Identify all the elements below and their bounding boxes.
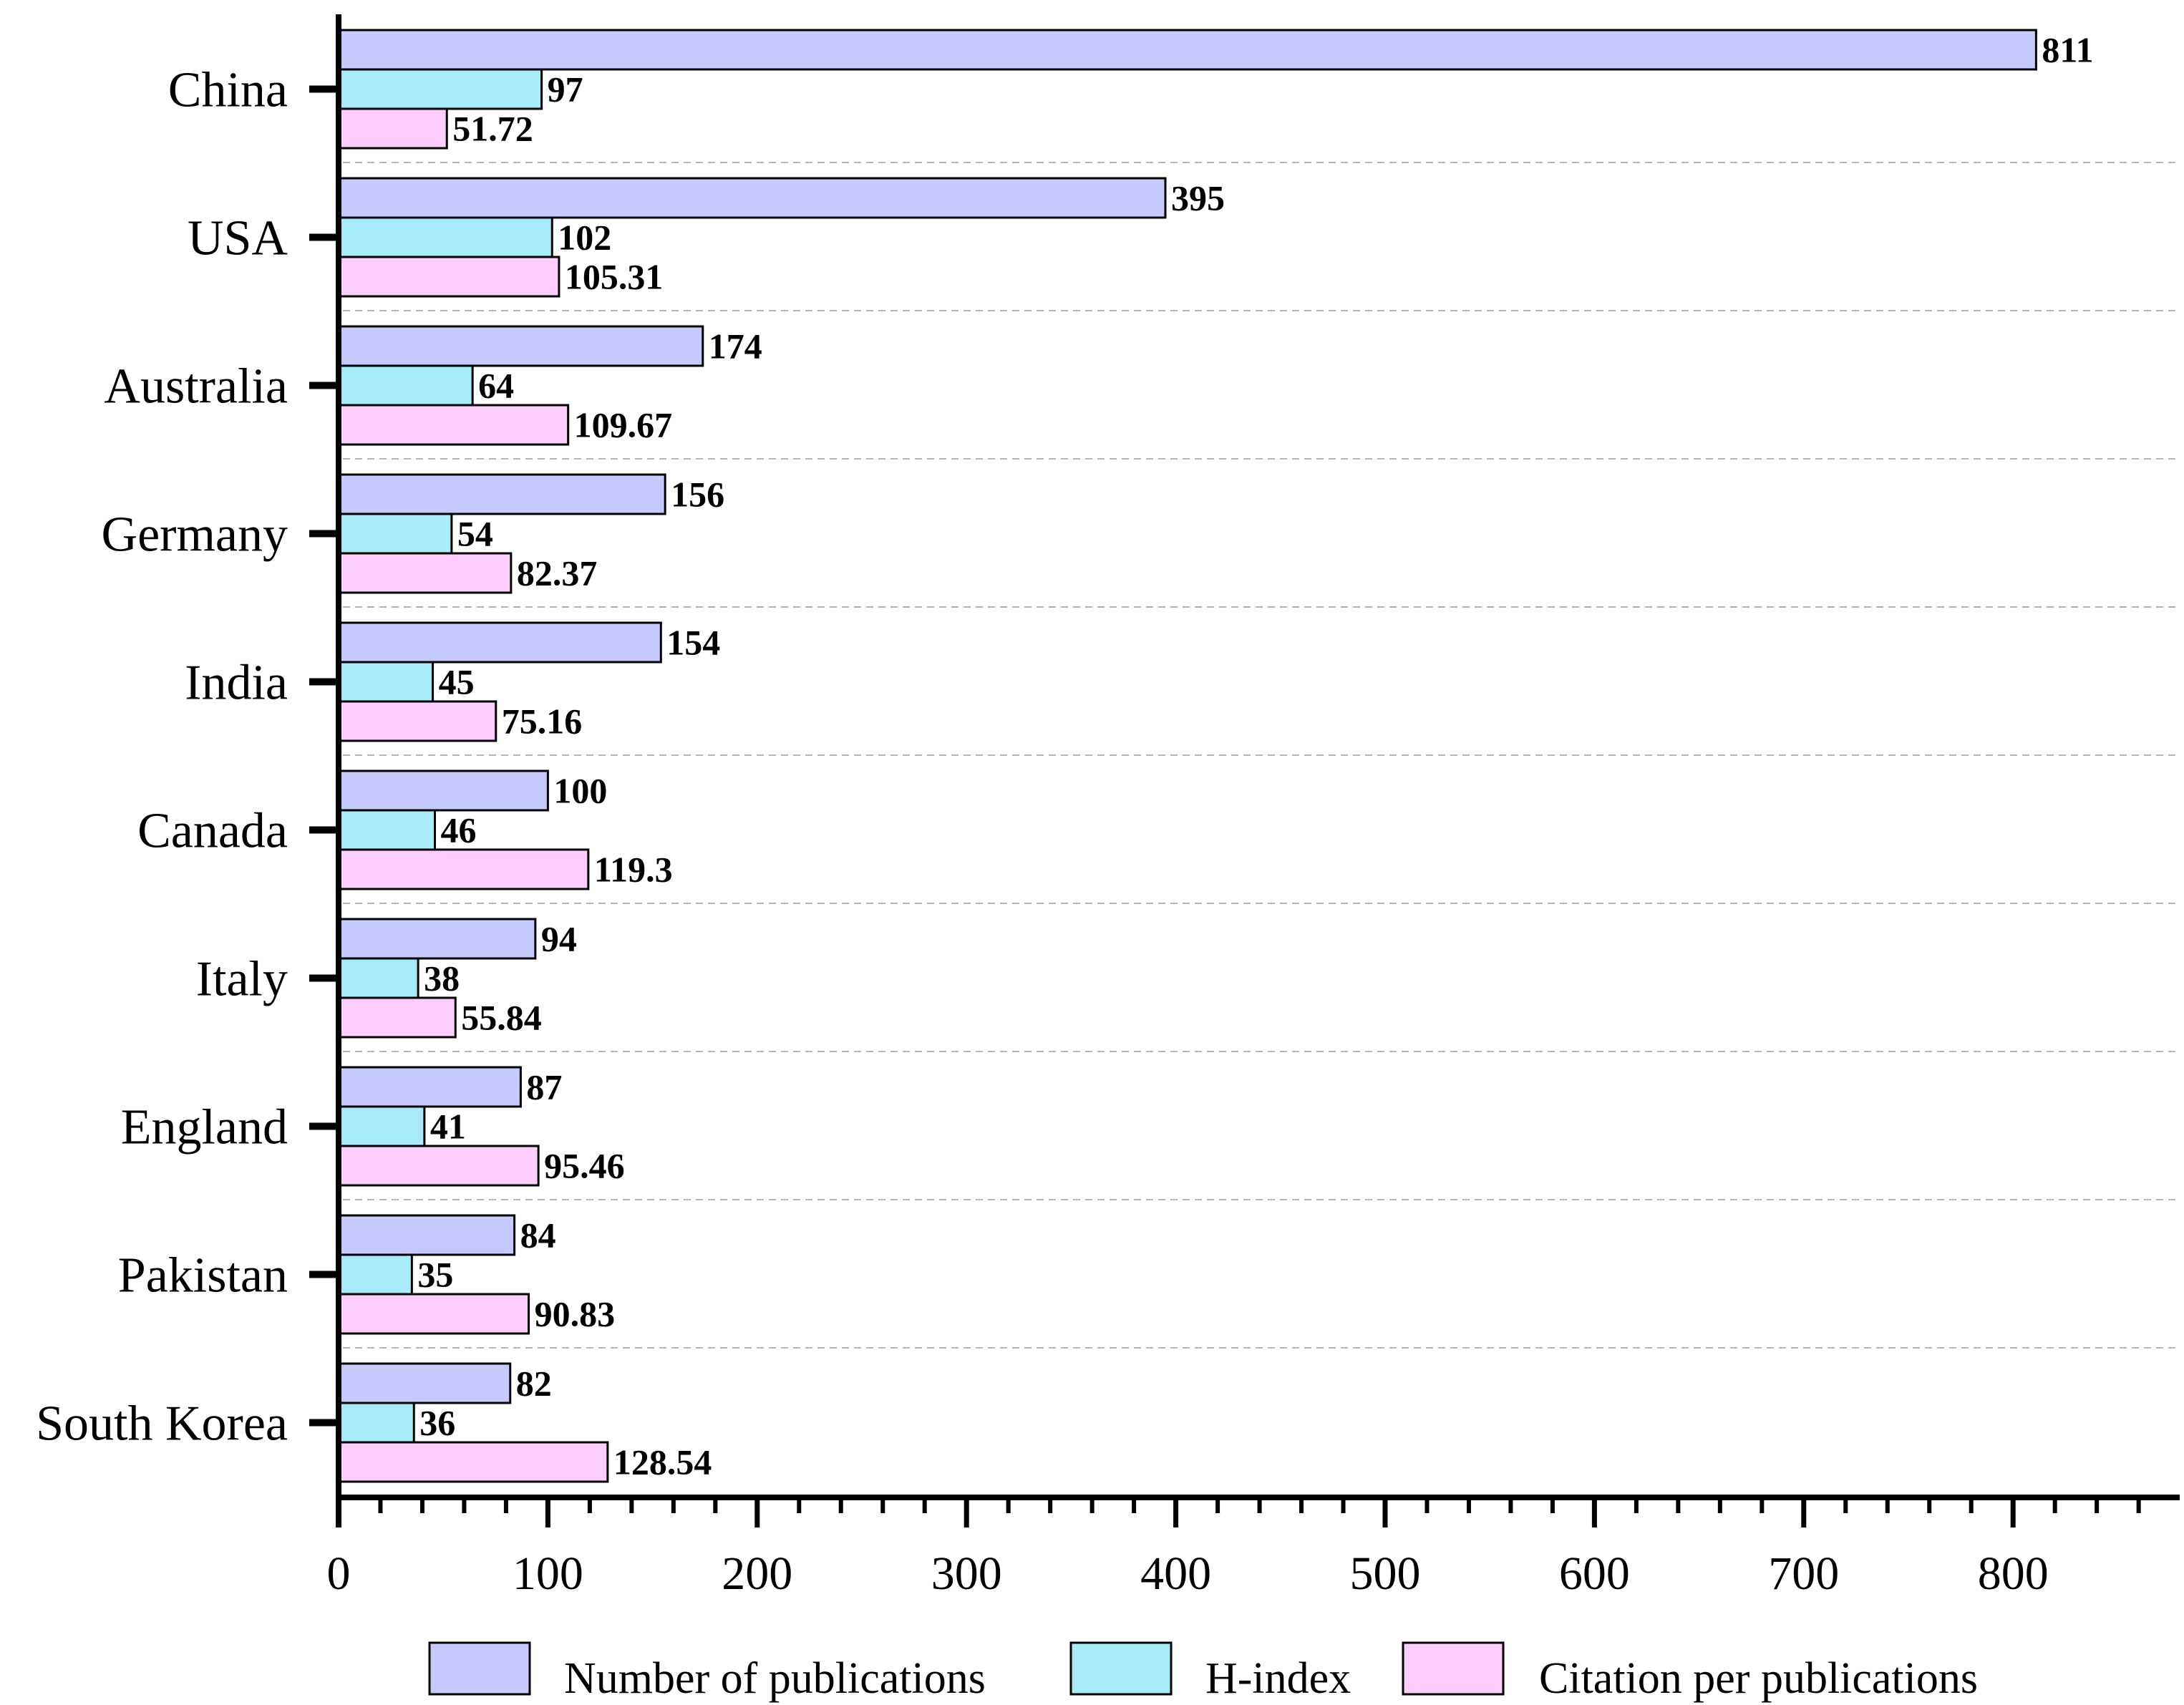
bar-italy-h-index — [337, 957, 419, 999]
value-label-china-citation-per-publications: 51.72 — [452, 109, 533, 149]
x-tick-label-100: 100 — [513, 1548, 583, 1600]
value-label-south-korea-h-index: 36 — [419, 1403, 455, 1443]
legend-swatch-citation-per-publications — [1402, 1641, 1505, 1696]
bar-usa-number-of-publications — [337, 177, 1167, 219]
bar-south-korea-h-index — [337, 1402, 415, 1444]
value-label-pakistan-number-of-publications: 84 — [520, 1215, 556, 1255]
value-label-germany-citation-per-publications: 82.37 — [517, 553, 598, 593]
bar-germany-citation-per-publications — [337, 552, 513, 594]
bar-canada-citation-per-publications — [337, 848, 590, 890]
bar-pakistan-citation-per-publications — [337, 1293, 530, 1335]
category-label-pakistan: Pakistan — [118, 1248, 288, 1303]
value-label-india-number-of-publications: 154 — [666, 623, 720, 663]
bar-germany-h-index — [337, 513, 453, 555]
x-tick-label-700: 700 — [1768, 1548, 1839, 1600]
bar-usa-citation-per-publications — [337, 256, 560, 298]
value-label-pakistan-citation-per-publications: 90.83 — [535, 1294, 616, 1334]
category-label-usa: USA — [188, 211, 288, 266]
x-tick-label-0: 0 — [327, 1548, 351, 1600]
value-label-canada-number-of-publications: 100 — [553, 771, 607, 811]
x-tick-label-600: 600 — [1559, 1548, 1630, 1600]
bar-australia-number-of-publications — [337, 325, 704, 367]
x-tick-label-200: 200 — [722, 1548, 792, 1600]
value-label-india-citation-per-publications: 75.16 — [502, 701, 583, 742]
bar-south-korea-citation-per-publications — [337, 1441, 609, 1483]
value-label-england-number-of-publications: 87 — [526, 1067, 562, 1107]
bar-india-citation-per-publications — [337, 700, 498, 742]
value-label-italy-citation-per-publications: 55.84 — [461, 998, 542, 1038]
bar-australia-citation-per-publications — [337, 404, 570, 446]
value-label-australia-citation-per-publications: 109.67 — [574, 405, 673, 445]
category-label-england: England — [121, 1100, 288, 1155]
value-label-pakistan-h-index: 35 — [417, 1255, 453, 1295]
value-label-usa-h-index: 102 — [558, 218, 611, 258]
value-label-usa-number-of-publications: 395 — [1171, 178, 1225, 218]
bar-italy-number-of-publications — [337, 918, 537, 960]
value-label-usa-citation-per-publications: 105.31 — [565, 257, 664, 297]
bar-pakistan-number-of-publications — [337, 1214, 516, 1256]
value-label-italy-number-of-publications: 94 — [541, 919, 577, 959]
legend-swatch-h-index — [1069, 1641, 1173, 1696]
category-label-italy: Italy — [196, 952, 288, 1007]
bar-pakistan-h-index — [337, 1253, 413, 1296]
category-label-india: India — [185, 656, 288, 711]
category-label-canada: Canada — [137, 804, 288, 859]
bar-china-citation-per-publications — [337, 107, 448, 150]
value-label-germany-number-of-publications: 156 — [671, 475, 724, 515]
bar-england-h-index — [337, 1105, 426, 1147]
value-label-italy-h-index: 38 — [424, 958, 460, 999]
value-label-england-h-index: 41 — [430, 1107, 466, 1147]
bar-usa-h-index — [337, 216, 553, 258]
x-tick-label-400: 400 — [1140, 1548, 1211, 1600]
x-tick-label-800: 800 — [1978, 1548, 2049, 1600]
value-label-australia-number-of-publications: 174 — [709, 326, 762, 366]
category-label-germany: Germany — [102, 507, 288, 563]
value-label-south-korea-citation-per-publications: 128.54 — [613, 1442, 712, 1482]
legend-label-number-of-publications: Number of publications — [564, 1654, 986, 1703]
value-label-germany-h-index: 54 — [457, 514, 493, 554]
bar-australia-h-index — [337, 364, 474, 407]
axes-layer — [309, 14, 2180, 1527]
bar-china-number-of-publications — [337, 29, 2037, 71]
x-tick-label-500: 500 — [1350, 1548, 1421, 1600]
x-tick-label-300: 300 — [931, 1548, 1002, 1600]
legend-label-h-index: H-index — [1205, 1654, 1351, 1703]
bar-india-h-index — [337, 661, 435, 703]
legend-label-citation-per-publications: Citation per publications — [1539, 1654, 1978, 1703]
bar-italy-citation-per-publications — [337, 996, 457, 1039]
category-label-china: China — [168, 63, 288, 118]
value-label-china-number-of-publications: 811 — [2042, 30, 2093, 70]
category-label-australia: Australia — [104, 359, 288, 414]
bars-layer — [337, 29, 2037, 1483]
bar-england-citation-per-publications — [337, 1145, 540, 1187]
bar-england-number-of-publications — [337, 1066, 522, 1108]
bar-canada-h-index — [337, 809, 437, 851]
grid-layer — [343, 162, 2180, 1349]
value-label-china-h-index: 97 — [548, 69, 583, 110]
bar-south-korea-number-of-publications — [337, 1362, 512, 1404]
bar-india-number-of-publications — [337, 621, 662, 664]
legend-swatch-number-of-publications — [428, 1641, 531, 1696]
value-label-canada-citation-per-publications: 119.3 — [594, 850, 673, 890]
value-label-south-korea-number-of-publications: 82 — [516, 1364, 552, 1404]
value-label-england-citation-per-publications: 95.46 — [544, 1146, 625, 1186]
value-label-australia-h-index: 64 — [478, 366, 514, 406]
bar-germany-number-of-publications — [337, 473, 666, 515]
bar-canada-number-of-publications — [337, 769, 549, 812]
legend: Number of publications H-index Citation pe… — [428, 1641, 1978, 1703]
value-label-canada-h-index: 46 — [441, 810, 477, 850]
category-label-south-korea: South Korea — [36, 1396, 288, 1452]
bar-china-h-index — [337, 68, 543, 110]
value-label-india-h-index: 45 — [439, 662, 475, 702]
